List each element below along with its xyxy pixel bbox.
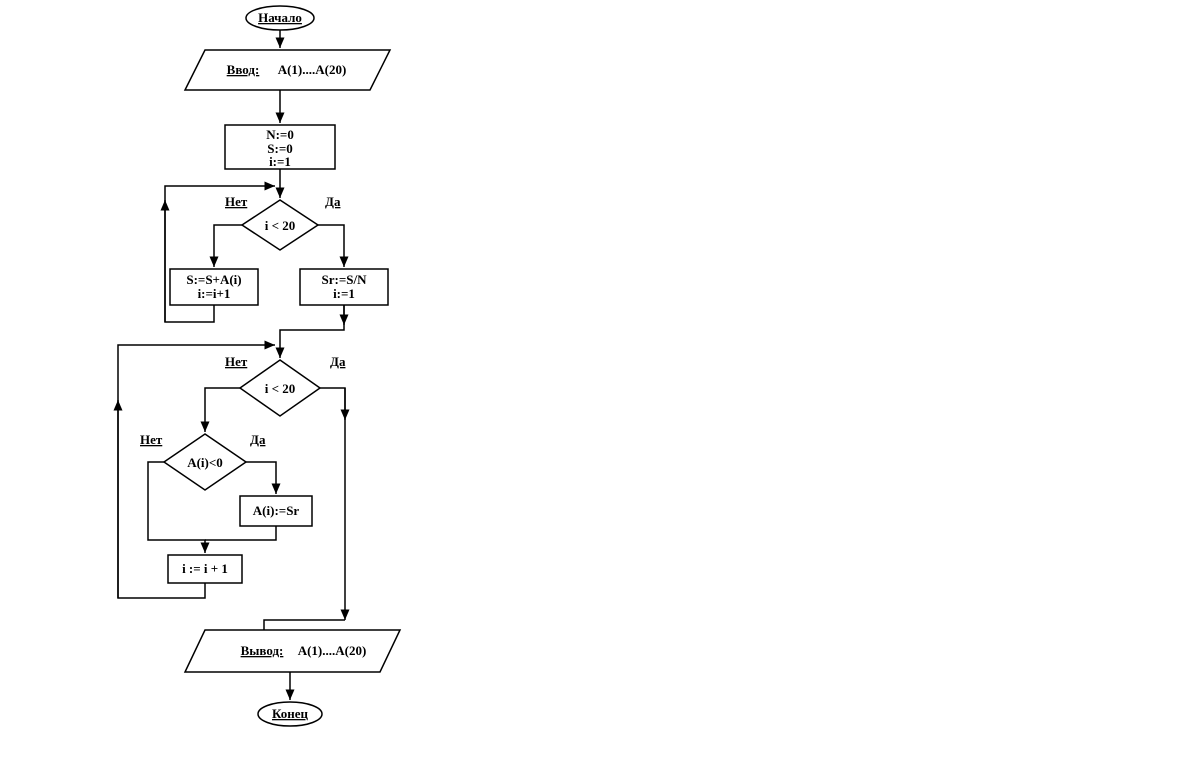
cond2-text: i < 20 <box>265 381 296 396</box>
edge-proc-sr-cond2 <box>280 305 344 358</box>
input-text: A(1)....A(20) <box>278 62 347 77</box>
node-proc-incr: i := i + 1 <box>168 555 242 583</box>
cond1-no-label: Нет <box>225 194 248 209</box>
cond3-no-label: Нет <box>140 432 163 447</box>
node-cond1: i < 20 <box>242 200 318 250</box>
cond3-yes-label: Да <box>250 432 266 447</box>
edge-cond3-no <box>148 462 205 553</box>
proc-sum-line2: i:=i+1 <box>198 286 231 301</box>
node-input: Ввод: A(1)....A(20) <box>185 50 390 90</box>
edge-cond2-no <box>205 388 240 432</box>
init-line3: i:=1 <box>269 154 291 169</box>
edge-proc-assign-merge <box>205 526 276 540</box>
cond2-no-label: Нет <box>225 354 248 369</box>
node-proc-sum: S:=S+A(i) i:=i+1 <box>170 269 258 305</box>
node-end: Конец <box>258 702 322 726</box>
node-cond3: A(i)<0 <box>164 434 246 490</box>
node-start: Начало <box>246 6 314 30</box>
proc-sr-line1: Sr:=S/N <box>322 272 368 287</box>
proc-sum-line1: S:=S+A(i) <box>186 272 241 287</box>
edge-cond2-yes <box>320 388 345 620</box>
init-line1: N:=0 <box>266 127 294 142</box>
edge-cond1-no <box>214 225 242 267</box>
node-cond2: i < 20 <box>240 360 320 416</box>
cond1-yes-label: Да <box>325 194 341 209</box>
end-label: Конец <box>272 706 309 721</box>
output-text: A(1)....A(20) <box>298 643 367 658</box>
output-prefix: Вывод: <box>241 643 284 658</box>
node-output: Вывод: A(1)....A(20) <box>185 630 400 672</box>
proc-assign-text: A(i):=Sr <box>253 503 300 518</box>
edge-to-output-join <box>264 620 345 630</box>
proc-incr-text: i := i + 1 <box>182 561 228 576</box>
node-proc-assign: A(i):=Sr <box>240 496 312 526</box>
cond3-text: A(i)<0 <box>187 455 223 470</box>
edge-cond1-yes <box>318 225 344 267</box>
proc-sr-line2: i:=1 <box>333 286 355 301</box>
node-proc-sr: Sr:=S/N i:=1 <box>300 269 388 305</box>
start-label: Начало <box>258 10 302 25</box>
edge-cond3-yes <box>246 462 276 494</box>
cond2-yes-label: Да <box>330 354 346 369</box>
input-prefix: Ввод: <box>227 62 260 77</box>
flowchart-canvas: Начало Ввод: A(1)....A(20) N:=0 S:=0 i:=… <box>0 0 1200 780</box>
cond1-text: i < 20 <box>265 218 296 233</box>
node-init: N:=0 S:=0 i:=1 <box>225 125 335 169</box>
